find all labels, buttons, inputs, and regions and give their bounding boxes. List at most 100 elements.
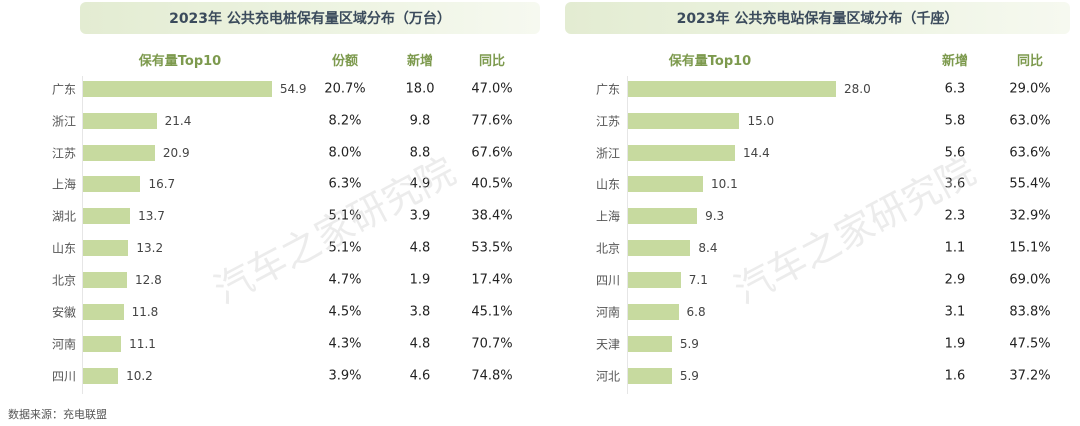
station-chart-title: 2023年 公共充电站保有量区域分布（千座） (565, 2, 1070, 34)
pile-bar-value: 12.8 (135, 273, 162, 287)
pile-share-cell: 4.3% (328, 336, 362, 352)
pile-category-label: 山东 (51, 241, 76, 256)
pile-yoy-cell: 53.5% (471, 240, 513, 256)
pile-share-cell: 6.3% (328, 176, 362, 192)
station-bar-value: 14.4 (742, 146, 770, 160)
station-bar-value: 6.8 (686, 305, 706, 319)
pile-bar (83, 272, 128, 288)
pile-share-cell: 4.5% (328, 304, 362, 320)
pile-bar (83, 113, 157, 129)
watermark: 汽车之家研究院 (726, 148, 983, 313)
station-bar (628, 272, 681, 288)
station-category-label: 河北 (595, 369, 620, 384)
pile-bar-value: 21.4 (164, 114, 192, 128)
pile-category-label: 上海 (51, 177, 76, 192)
station-bar (628, 176, 704, 192)
pile-bar (83, 336, 122, 352)
station-new-cell: 5.6 (944, 145, 966, 161)
pile-bar-value: 10.2 (126, 369, 153, 383)
station-bar-value: 7.1 (688, 273, 708, 287)
pile-category-label: 江苏 (51, 146, 76, 161)
pile-share-cell: 8.0% (328, 145, 362, 161)
pile-header-share: 份额 (331, 54, 359, 69)
station-category-label: 天津 (595, 337, 620, 352)
pile-bar (83, 304, 124, 320)
station-new-cell: 3.1 (944, 304, 966, 320)
pile-bar (83, 145, 155, 161)
station-bar-value: 10.1 (711, 177, 738, 191)
pile-category-label: 安徽 (51, 305, 76, 320)
station-yoy-cell: 15.1% (1009, 240, 1051, 256)
pile-bar (83, 176, 141, 192)
station-bar (628, 145, 735, 161)
station-yoy-cell: 47.5% (1009, 336, 1051, 352)
pile-share-cell: 5.1% (328, 208, 362, 224)
pile-new-cell: 8.8 (409, 145, 431, 161)
station-new-cell: 3.6 (944, 176, 966, 192)
station-bar (628, 81, 837, 97)
station-bar-value: 8.4 (698, 241, 718, 255)
pile-category-label: 北京 (51, 273, 76, 288)
station-bar (628, 368, 672, 384)
pile-bar-value: 13.2 (136, 241, 164, 255)
station-header-top10: 保有量Top10 (668, 54, 752, 69)
pile-bar-value: 11.1 (129, 337, 156, 351)
pile-new-cell: 4.9 (409, 176, 431, 192)
pile-category-label: 四川 (51, 369, 76, 384)
station-bar-value: 15.0 (747, 114, 775, 128)
station-new-cell: 2.3 (944, 208, 966, 224)
pile-new-cell: 4.6 (409, 368, 431, 384)
source-note: 数据来源：充电联盟 (8, 408, 107, 421)
pile-new-cell: 3.8 (409, 304, 431, 320)
pile-new-cell: 4.8 (409, 336, 431, 352)
station-header-new: 新增 (941, 54, 969, 69)
station-category-label: 四川 (595, 273, 620, 288)
pile-bar-value: 13.7 (138, 209, 165, 223)
pile-bar-value: 16.7 (148, 177, 176, 191)
pile-category-label: 湖北 (51, 209, 76, 224)
pile-yoy-cell: 47.0% (471, 81, 513, 97)
station-bar-value: 5.9 (679, 337, 699, 351)
station-bar (628, 304, 679, 320)
station-yoy-cell: 83.8% (1009, 304, 1051, 320)
pile-bar-value: 54.9 (279, 82, 307, 96)
pile-bar-value: 11.8 (131, 305, 159, 319)
pile-yoy-cell: 77.6% (471, 113, 513, 129)
station-category-label: 山东 (595, 177, 620, 192)
station-new-cell: 1.9 (944, 336, 966, 352)
pile-yoy-cell: 17.4% (471, 272, 513, 288)
station-yoy-cell: 29.0% (1009, 81, 1051, 97)
pile-yoy-cell: 38.4% (471, 208, 513, 224)
pile-bar (83, 208, 131, 224)
station-yoy-cell: 63.0% (1009, 113, 1051, 129)
station-category-label: 浙江 (595, 146, 620, 161)
pile-new-cell: 3.9 (409, 208, 431, 224)
station-yoy-cell: 37.2% (1009, 368, 1051, 384)
pile-yoy-cell: 70.7% (471, 336, 513, 352)
station-new-cell: 1.1 (944, 240, 966, 256)
station-new-cell: 6.3 (944, 81, 966, 97)
pile-new-cell: 9.8 (409, 113, 431, 129)
station-yoy-cell: 63.6% (1009, 145, 1051, 161)
pile-share-cell: 20.7% (324, 81, 366, 97)
pile-new-cell: 18.0 (405, 81, 435, 97)
pile-bar (83, 240, 129, 256)
station-bar (628, 208, 698, 224)
pile-yoy-cell: 67.6% (471, 145, 513, 161)
station-bar-value: 9.3 (705, 209, 725, 223)
station-new-cell: 5.8 (944, 113, 966, 129)
station-bar (628, 113, 740, 129)
pile-chart-title: 2023年 公共充电桩保有量区域分布（万台） (80, 2, 540, 34)
pile-category-label: 浙江 (51, 114, 76, 129)
pile-header-new: 新增 (406, 54, 434, 69)
station-bar-value: 5.9 (679, 369, 699, 383)
pile-category-label: 广东 (51, 82, 76, 97)
station-new-cell: 2.9 (944, 272, 966, 288)
station-header-yoy: 同比 (1016, 54, 1044, 69)
station-yoy-cell: 55.4% (1009, 176, 1051, 192)
station-yoy-cell: 32.9% (1009, 208, 1051, 224)
pile-share-cell: 8.2% (328, 113, 362, 129)
pile-new-cell: 4.8 (409, 240, 431, 256)
station-category-label: 广东 (595, 82, 620, 97)
pile-bar-value: 20.9 (162, 146, 190, 160)
